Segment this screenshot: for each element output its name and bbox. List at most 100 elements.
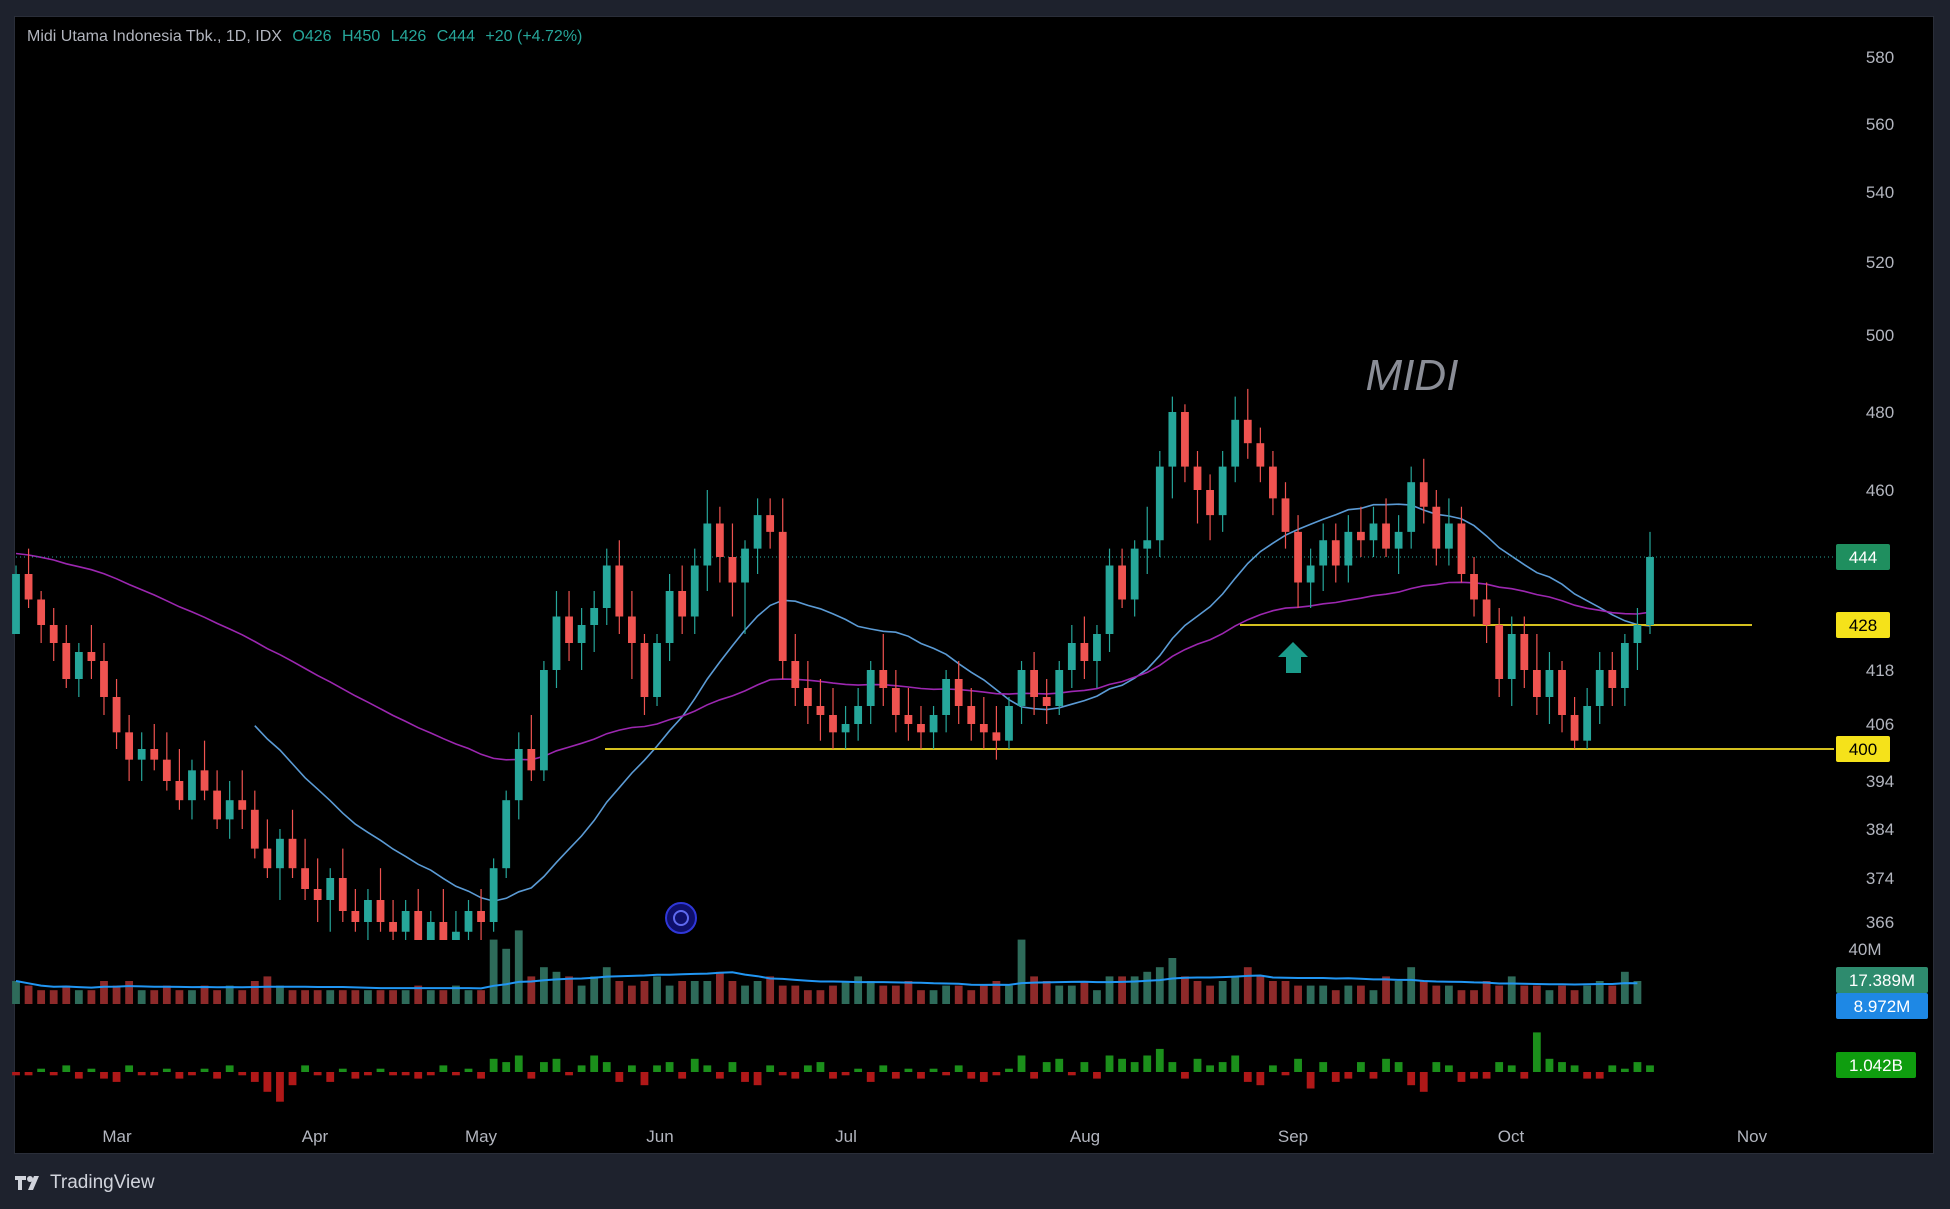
oscillator-bar (74, 1072, 83, 1079)
volume-bar (338, 990, 347, 1004)
volume-bar (464, 990, 473, 1004)
level-badge-428-bg (1836, 612, 1890, 638)
candle-body (225, 800, 234, 820)
candle-body (137, 749, 146, 760)
symbol-legend[interactable]: Midi Utama Indonesia Tbk., 1D, IDX O426 … (27, 28, 582, 46)
oscillator-bar (1369, 1072, 1378, 1079)
candle-body (766, 515, 775, 532)
oscillator-bar (1067, 1072, 1076, 1076)
candle-body (439, 922, 448, 940)
candle-body (640, 643, 649, 697)
candle-body (703, 523, 712, 566)
volume-bar (866, 981, 875, 1004)
volume-bar (577, 985, 586, 1004)
brand-footer[interactable]: TradingView (14, 1172, 155, 1194)
volume-bar (540, 967, 548, 1004)
oscillator-bar (125, 1065, 134, 1072)
candle-body (1181, 412, 1189, 467)
candle-body (338, 878, 347, 911)
candle-body (992, 732, 1001, 741)
event-marker-icon[interactable] (665, 902, 697, 934)
volume-bar (477, 990, 485, 1004)
oscillator-bar (891, 1072, 900, 1079)
volume-bar (1382, 976, 1390, 1004)
volume-bar (552, 971, 561, 1004)
oscillator-bar (1130, 1062, 1139, 1072)
candle-body (1243, 419, 1252, 444)
oscillator-bar (238, 1072, 247, 1076)
oscillator-bar (741, 1072, 749, 1082)
chart-frame[interactable] (14, 16, 1934, 1154)
volume-bar (778, 985, 787, 1004)
oscillator-bar (1118, 1058, 1126, 1072)
volume-bar (24, 985, 33, 1004)
candle-body (791, 661, 800, 688)
volume-bar (854, 976, 863, 1004)
up-arrow-icon (1278, 642, 1308, 673)
candle-body (1005, 706, 1013, 741)
candle-body (854, 706, 863, 724)
oscillator-bar (1168, 1062, 1177, 1072)
volume-bar (1231, 976, 1240, 1004)
candle-body (942, 679, 951, 715)
x-tick-label: Jul (835, 1127, 857, 1146)
candle-body (87, 652, 96, 661)
volume-bar (1545, 990, 1554, 1004)
oscillator-bar (1306, 1072, 1315, 1089)
low-value: L426 (390, 28, 427, 45)
volume-ma-line (15, 971, 1638, 990)
volume-bar (1118, 976, 1126, 1004)
volume-bar (1532, 985, 1541, 1004)
oscillator-bar (426, 1072, 435, 1076)
oscillator-bar (1017, 1055, 1026, 1072)
volume-bar (225, 985, 234, 1004)
volume-bar (1105, 976, 1114, 1004)
candle-body (1482, 599, 1491, 625)
candle-body (426, 922, 435, 940)
candle-body (728, 557, 737, 583)
y-tick-label: 406 (1866, 715, 1894, 734)
candle-body (1080, 643, 1089, 661)
volume-bar (37, 990, 46, 1004)
volume-bar (213, 990, 222, 1004)
candle-body (929, 715, 938, 733)
volume-bar (1457, 990, 1466, 1004)
volume-bar (879, 985, 888, 1004)
candle-body (514, 749, 523, 801)
oscillator-bar (1256, 1072, 1265, 1086)
candle-body (464, 911, 473, 932)
volume-bar (791, 985, 800, 1004)
oscillator-bar (1055, 1058, 1064, 1072)
candle-body (1055, 670, 1064, 706)
oscillator-bar (188, 1072, 196, 1076)
candle-body (1281, 498, 1290, 532)
oscillator-bar (1444, 1065, 1453, 1072)
candle-body (1545, 670, 1554, 697)
candle-body (1520, 634, 1529, 670)
oscillator-bar (653, 1065, 661, 1072)
oscillator-bar (879, 1065, 888, 1072)
volume-bar (1281, 981, 1290, 1004)
symbol-name: Midi Utama Indonesia Tbk., 1D, IDX (27, 28, 282, 45)
axis-layer: 580 560 540 520 500 480 460 418 406 394 384 374 366 M… (102, 48, 1894, 1146)
y-tick-label: 418 (1866, 661, 1894, 680)
volume-bar (276, 985, 284, 1004)
oscillator-bar (791, 1072, 800, 1079)
volume-bar (514, 930, 523, 1004)
oscillator-bar (1583, 1072, 1592, 1079)
volume-bar (1407, 967, 1416, 1004)
oscillator-bar (1432, 1062, 1441, 1072)
candle-body (351, 911, 360, 922)
candle-body (1646, 557, 1654, 625)
oscillator-bar (929, 1068, 938, 1072)
volume-bar (1570, 990, 1579, 1004)
volume-bar (301, 990, 309, 1004)
volume-bar (728, 981, 737, 1004)
oscillator-bar (1470, 1072, 1478, 1079)
moving-average-layer (15, 503, 1651, 902)
candle-body (1093, 634, 1101, 661)
level-layer (16, 556, 1834, 750)
oscillator-bar (1357, 1062, 1365, 1072)
brand-name: TradingView (50, 1172, 155, 1193)
